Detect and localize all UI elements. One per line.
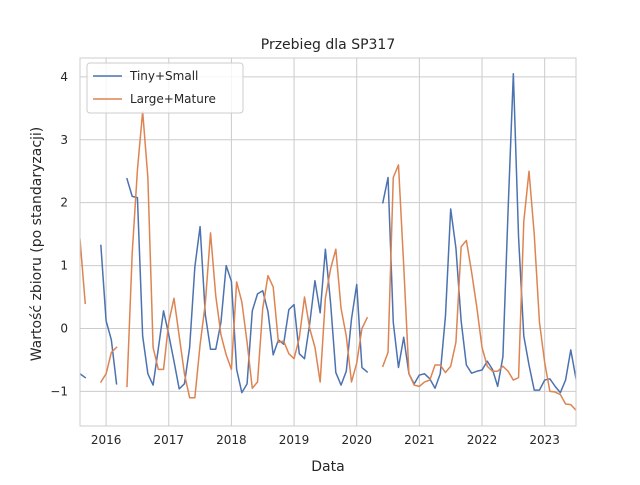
x-tick-label: 2016	[91, 433, 122, 447]
x-tick-label: 2017	[153, 433, 184, 447]
chart-title: Przebieg dla SP317	[261, 37, 396, 53]
x-tick-label: 2023	[529, 433, 560, 447]
y-tick-label: 3	[60, 133, 68, 147]
legend: Tiny+Small Large+Mature	[86, 62, 244, 114]
y-tick-label: 2	[60, 196, 68, 210]
y-axis-label: Wartość zbioru (po standaryzacji)	[29, 127, 45, 362]
y-tick-label: 4	[60, 70, 68, 84]
series-lines	[80, 72, 576, 412]
x-tick-label: 2020	[341, 433, 372, 447]
legend-label-large-mature: Large+Mature	[130, 92, 216, 106]
y-tick-label: 1	[60, 259, 68, 273]
x-tick-label: 2022	[467, 433, 498, 447]
legend-box	[86, 62, 244, 114]
y-tick-label: 0	[60, 321, 68, 335]
series-line-large-mature	[80, 110, 576, 412]
grid	[80, 58, 576, 426]
y-tick-label: −1	[50, 384, 68, 398]
legend-label-tiny-small: Tiny+Small	[129, 69, 198, 83]
series-line-tiny-small	[80, 72, 576, 394]
x-tick-label: 2018	[216, 433, 247, 447]
x-tick-labels: 2016 2017 2018 2019 2020 2021 2022 2023	[91, 433, 560, 447]
plot-frame	[79, 57, 577, 427]
y-tick-labels: −1 0 1 2 3 4	[50, 70, 68, 399]
x-axis-label: Data	[311, 459, 344, 475]
x-tick-label: 2021	[404, 433, 435, 447]
x-tick-label: 2019	[279, 433, 310, 447]
